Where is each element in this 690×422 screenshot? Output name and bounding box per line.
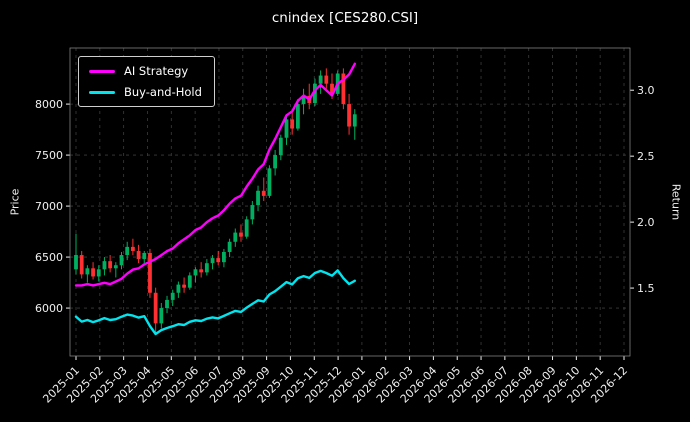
right-tick-label: 1.5 [637,282,655,295]
left-tick-label: 6000 [35,302,63,315]
candle-body [261,190,266,196]
candle-body [204,263,209,273]
candle-body [295,104,300,129]
candle-body [347,104,351,127]
candle-body [233,232,238,242]
candle-body [79,255,84,275]
candle-body [136,250,141,260]
candle-body [216,258,221,263]
candle-body [244,219,249,237]
candle-body [267,168,272,196]
candle-body [74,255,78,270]
candle-body [222,251,226,263]
candle-body [125,246,130,256]
chart-title: cnindex [CES280.CSI] [271,10,419,26]
candle-body [130,246,135,251]
candle-body [108,261,113,269]
candle-body [165,299,169,309]
candle-body [176,284,181,293]
candle-body [85,268,90,275]
candle-body [148,252,152,293]
candle-body [102,261,107,270]
candle-body [159,308,164,324]
candle-body [182,284,186,288]
candle-body [318,75,323,84]
candle-body [273,155,278,169]
candle-body [96,269,101,277]
candle-body [142,252,147,260]
ai-strategy-line [74,62,356,287]
candle-body [239,232,243,237]
legend-item-ai-strategy: AI Strategy [89,64,202,78]
candle-body [119,255,124,266]
candle-body [227,241,232,252]
candle-body [187,275,192,288]
left-tick-label: 8000 [35,98,63,111]
candle-body [313,83,317,104]
candle-body [210,258,215,264]
ai-strategy-line-swatch [89,69,115,73]
legend-label-ai-strategy: AI Strategy [124,64,189,78]
buy-and-hold-line-swatch [89,90,115,94]
candle-body [113,265,118,269]
right-tick-label: 2.0 [637,216,655,229]
candle-body [250,205,255,220]
left-tick-label: 7000 [35,200,63,213]
candle-body [193,269,198,276]
legend: AI Strategy Buy-and-Hold [78,56,215,107]
right-tick-label: 2.5 [637,150,655,163]
plot-frame [69,47,631,357]
left-tick-label: 6500 [35,251,63,264]
candle-body [91,268,95,277]
candle-body [341,73,346,105]
candle-body [284,119,289,138]
candle-body [301,95,306,105]
candle-body [153,292,158,324]
legend-label-buy-and-hold: Buy-and-Hold [124,85,202,99]
left-tick-label: 7500 [35,149,63,162]
right-tick-label: 3.0 [637,84,655,97]
candle-body [324,75,329,84]
candle-body [170,292,175,300]
candle-body [199,269,204,273]
candle-body [278,137,283,156]
candle-body [290,119,295,129]
candle-body [330,83,334,94]
candle-body [352,114,357,127]
buy-and-hold-line [74,269,356,336]
legend-item-buy-and-hold: Buy-and-Hold [89,85,202,99]
candle-body [256,190,260,206]
